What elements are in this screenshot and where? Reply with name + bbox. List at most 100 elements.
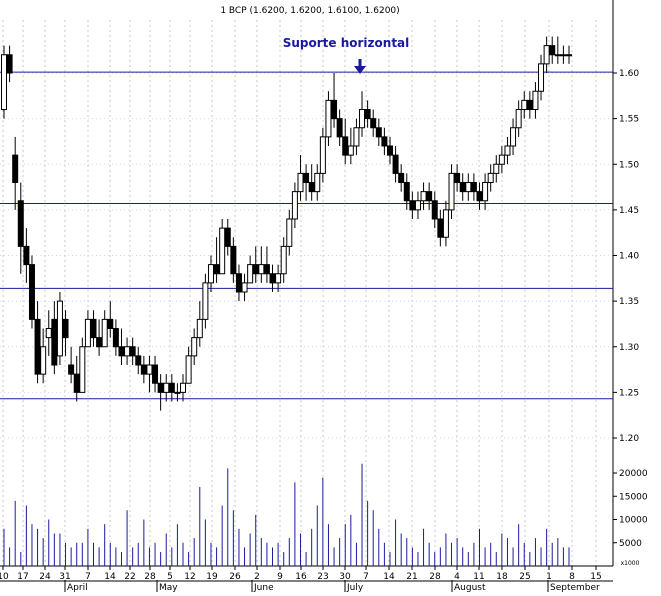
candle-body bbox=[224, 227, 231, 247]
date-tick-label: 28 bbox=[144, 572, 156, 582]
date-tick-label: 7 bbox=[85, 572, 91, 582]
candle-body bbox=[353, 127, 360, 147]
volume-tick-label: 15000 bbox=[619, 492, 648, 502]
price-axis: 1.60 1.55 1.50 1.45 1.40 1.35 1.30 1.25 1.20 bbox=[613, 69, 639, 444]
date-tick-label: 19 bbox=[206, 572, 218, 582]
date-tick-label: 5 bbox=[167, 572, 173, 582]
date-tick-label: 25 bbox=[519, 572, 530, 582]
candle-body bbox=[297, 172, 304, 193]
candle-body bbox=[263, 264, 270, 275]
chart-title: 1 BCP (1.6200, 1.6200, 1.6100, 1.6200) bbox=[220, 6, 399, 16]
candle-body bbox=[40, 346, 47, 375]
candle-body bbox=[325, 99, 332, 138]
candle-body bbox=[129, 346, 136, 357]
volume-unit-label: x1000 bbox=[621, 560, 640, 567]
date-tick-label: 7 bbox=[363, 572, 369, 582]
candle-body bbox=[364, 109, 371, 120]
date-axis: 10 17 24 31 7 14 22 28 5 12 19 26 2 9 16 23 30 7 14 21 28 4 11… bbox=[0, 566, 602, 582]
date-tick-label: 22 bbox=[124, 572, 135, 582]
date-tick-label: 10 bbox=[0, 572, 9, 582]
candle-body bbox=[526, 99, 533, 110]
candle-body bbox=[331, 99, 338, 120]
candle-body bbox=[543, 45, 550, 65]
candle-body bbox=[359, 109, 366, 129]
candle-body bbox=[403, 182, 410, 202]
candle-body bbox=[448, 172, 455, 211]
candle-body bbox=[157, 382, 164, 393]
volume-axis: 20000 15000 10000 5000 bbox=[613, 469, 648, 549]
volume-bars bbox=[3, 463, 570, 566]
date-tick-label: 4 bbox=[454, 572, 460, 582]
support-lines bbox=[0, 71, 613, 400]
candle-body bbox=[482, 182, 489, 202]
price-tick-label: 1.35 bbox=[619, 297, 639, 307]
candle-body bbox=[532, 90, 539, 110]
candle-body bbox=[414, 200, 421, 211]
candle-body bbox=[498, 154, 505, 165]
candle-body bbox=[420, 191, 427, 202]
candle-body bbox=[45, 328, 52, 339]
candle-body bbox=[235, 273, 242, 293]
candle-body bbox=[470, 182, 477, 193]
candle-body bbox=[308, 182, 315, 193]
date-tick-label: 8 bbox=[569, 572, 575, 582]
candle-body bbox=[314, 172, 321, 193]
candle-body bbox=[17, 200, 24, 247]
candle-body bbox=[442, 209, 449, 238]
candle-body bbox=[538, 63, 545, 92]
date-tick-label: 1 bbox=[546, 572, 552, 582]
candle-body bbox=[566, 54, 572, 57]
date-tick-label: 31 bbox=[59, 572, 70, 582]
candle-body bbox=[258, 264, 265, 275]
date-tick-label: 15 bbox=[590, 572, 601, 582]
candle-body bbox=[34, 318, 41, 375]
candle-body bbox=[303, 172, 310, 183]
candle-body bbox=[196, 318, 203, 339]
month-label: September bbox=[550, 583, 600, 592]
date-tick-label: 9 bbox=[277, 572, 283, 582]
volume-tick-label: 10000 bbox=[619, 516, 648, 526]
candle-body bbox=[247, 264, 254, 284]
candle-body bbox=[230, 245, 237, 275]
candle-body bbox=[146, 364, 153, 375]
candle-body bbox=[62, 318, 69, 339]
volume-tick-label: 5000 bbox=[619, 539, 642, 549]
candle-body bbox=[560, 54, 567, 57]
price-tick-label: 1.20 bbox=[619, 434, 639, 444]
candle-body bbox=[465, 182, 472, 193]
date-tick-label: 18 bbox=[496, 572, 508, 582]
annotation-label: Suporte horizontal bbox=[283, 36, 410, 50]
candle-body bbox=[118, 346, 125, 357]
candle-body bbox=[252, 264, 259, 275]
candle-body bbox=[504, 145, 511, 156]
date-tick-label: 11 bbox=[473, 572, 484, 582]
candle-body bbox=[56, 300, 63, 357]
candle-body bbox=[73, 373, 80, 393]
price-candles bbox=[1, 36, 572, 411]
candle-body bbox=[269, 273, 276, 284]
candle-body bbox=[23, 245, 30, 266]
candle-body bbox=[515, 109, 522, 129]
price-tick-label: 1.55 bbox=[619, 115, 639, 125]
month-axis: April May June July August September bbox=[0, 580, 613, 593]
candle-body bbox=[487, 172, 494, 183]
candle-body bbox=[241, 282, 248, 293]
candle-body bbox=[426, 191, 433, 202]
date-tick-label: 28 bbox=[429, 572, 441, 582]
candle-body bbox=[275, 273, 282, 284]
month-label: July bbox=[346, 583, 364, 592]
price-tick-label: 1.50 bbox=[619, 160, 639, 170]
candle-body bbox=[386, 145, 393, 156]
candle-body bbox=[398, 172, 405, 183]
price-tick-label: 1.40 bbox=[619, 252, 639, 262]
candle-body bbox=[392, 154, 399, 174]
candle-body bbox=[1, 54, 7, 110]
date-tick-label: 17 bbox=[17, 572, 28, 582]
candle-body bbox=[84, 318, 91, 348]
candle-body bbox=[207, 264, 214, 284]
month-label: May bbox=[159, 583, 178, 592]
candle-body bbox=[521, 99, 528, 110]
candle-body bbox=[554, 54, 561, 57]
date-tick-label: 2 bbox=[254, 572, 260, 582]
candle-body bbox=[112, 328, 119, 348]
